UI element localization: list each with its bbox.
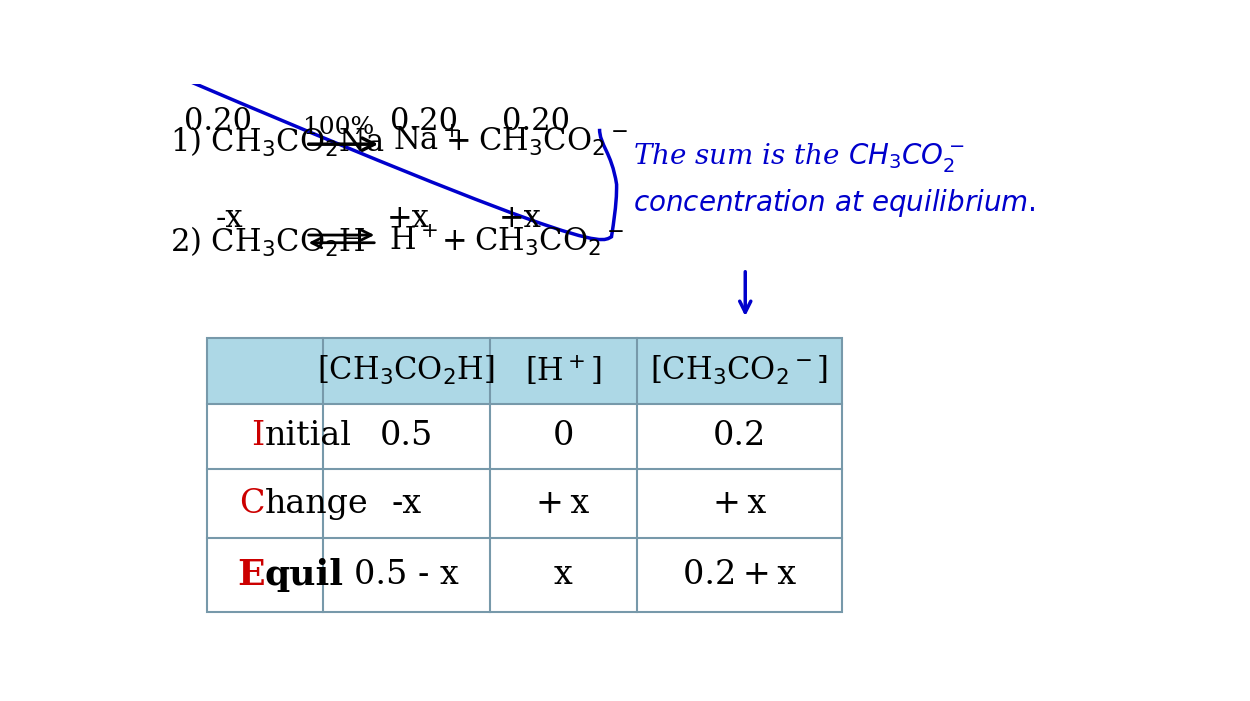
Text: -x: -x [216, 203, 244, 234]
Text: 0.5: 0.5 [380, 421, 432, 452]
Text: [H$^+$]: [H$^+$] [525, 354, 601, 388]
Text: Na$^+$: Na$^+$ [392, 126, 460, 157]
Text: + x: + x [536, 488, 590, 519]
Text: hange: hange [265, 488, 369, 519]
Text: 2) CH$_3$CO$_2$H: 2) CH$_3$CO$_2$H [170, 225, 366, 259]
Text: H$^+$: H$^+$ [389, 226, 438, 257]
Text: 0.5 - x: 0.5 - x [354, 559, 459, 591]
Text: CH$_3$CO$_2$$^-$: CH$_3$CO$_2$$^-$ [474, 226, 624, 258]
Text: -x: -x [391, 488, 421, 519]
Text: $\mathit{concentration\ at\ equilibrium.}$: $\mathit{concentration\ at\ equilibrium.… [632, 187, 1035, 219]
Text: [CH$_3$CO$_2$$^-$]: [CH$_3$CO$_2$$^-$] [650, 355, 829, 388]
Text: 1) CH$_3$CO$_2$Na: 1) CH$_3$CO$_2$Na [170, 125, 385, 159]
Text: E: E [238, 558, 265, 592]
Text: +: + [446, 126, 471, 157]
Text: 0.2 + x: 0.2 + x [682, 559, 796, 591]
Text: 0.20: 0.20 [184, 106, 253, 137]
Text: The sum is the $\mathit{CH_3CO_2^-}$: The sum is the $\mathit{CH_3CO_2^-}$ [632, 141, 965, 174]
Bar [206, 338, 842, 611]
Text: 0.20: 0.20 [390, 106, 458, 137]
Text: 0.2: 0.2 [712, 421, 766, 452]
Text: 100%: 100% [302, 116, 374, 139]
Text: I: I [251, 421, 265, 452]
Text: +x: +x [386, 203, 430, 234]
Text: 0: 0 [552, 421, 574, 452]
Bar [206, 338, 842, 404]
Text: +: + [441, 226, 468, 257]
Text: x: x [554, 559, 572, 591]
Text: CH$_3$CO$_2$$^-$: CH$_3$CO$_2$$^-$ [478, 125, 628, 158]
Text: [CH$_3$CO$_2$H]: [CH$_3$CO$_2$H] [318, 355, 495, 388]
Text: quil: quil [265, 558, 344, 592]
Text: + x: + x [712, 488, 766, 519]
Text: 0.20: 0.20 [503, 106, 570, 137]
Text: +x: +x [499, 203, 542, 234]
Bar [206, 338, 322, 404]
Text: C: C [239, 488, 265, 519]
Text: nitial: nitial [265, 421, 351, 452]
